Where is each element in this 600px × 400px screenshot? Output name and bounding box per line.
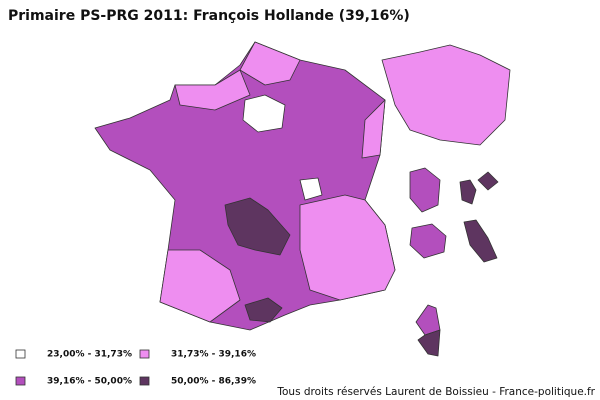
lyon-region <box>299 177 323 201</box>
center-region <box>224 197 291 256</box>
legend-label: 50,00% - 86,39% <box>171 377 256 387</box>
legend-swatch <box>15 376 26 386</box>
legend-swatch <box>139 376 150 386</box>
normandy-region <box>174 69 251 111</box>
inset-maps <box>381 44 511 357</box>
mayotte <box>463 219 498 263</box>
corsica-south <box>417 329 441 357</box>
legend-label: 23,00% - 31,73% <box>47 350 132 360</box>
legend-swatch <box>139 349 150 359</box>
legend-label: 39,16% - 50,00% <box>47 377 132 387</box>
paris-region <box>242 94 286 133</box>
north-region <box>239 41 301 86</box>
guyane <box>477 171 499 191</box>
guadeloupe <box>409 167 441 213</box>
south-region <box>244 297 283 323</box>
ile-de-france-inset <box>381 44 511 146</box>
title: Primaire PS-PRG 2011: François Hollande … <box>8 8 410 24</box>
southeast-region <box>299 194 396 301</box>
east-region <box>361 99 386 159</box>
southwest-region <box>159 249 241 323</box>
reunion <box>409 223 447 259</box>
legend: 23,00% - 31,73% 31,73% - 39,16% 39,16% - 5… <box>15 349 256 387</box>
legend-label: 31,73% - 39,16% <box>171 350 256 360</box>
legend-swatch <box>15 349 26 359</box>
martinique <box>459 179 477 205</box>
credit: Tous droits réservés Laurent de Boissieu… <box>276 386 595 398</box>
map <box>94 41 396 331</box>
